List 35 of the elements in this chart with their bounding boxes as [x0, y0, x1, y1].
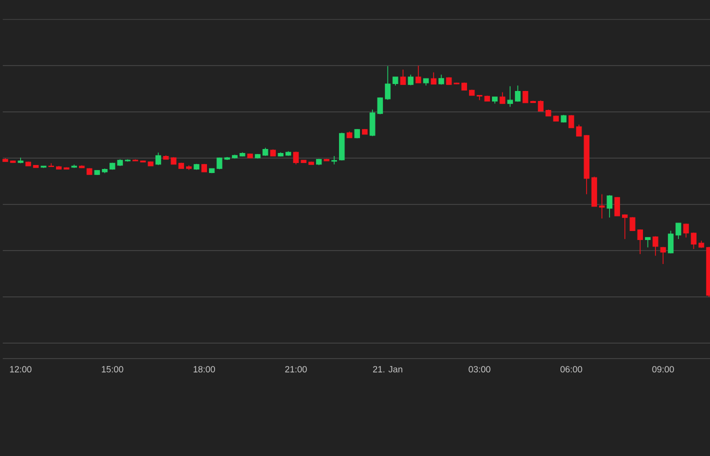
x-tick-label: 21:00: [285, 366, 307, 372]
candlestick: [416, 65, 422, 84]
x-tick-label: 18:00: [194, 366, 215, 372]
x-tick-label: 03:00: [468, 366, 490, 372]
candlestick: [514, 85, 521, 102]
candlestick: [538, 100, 544, 112]
x-tick-label: 21. Jan: [373, 366, 402, 372]
candlestick: [293, 151, 299, 165]
candlestick: [568, 114, 574, 128]
candlestick: [637, 228, 643, 254]
x-tick-label: 09:00: [652, 366, 674, 372]
candlestick: [676, 222, 682, 240]
candlestick: [668, 230, 674, 254]
candlestick: [400, 69, 406, 85]
candlestick: [384, 66, 391, 100]
candlestick: [430, 72, 436, 84]
x-tick-label: 15:00: [102, 366, 124, 372]
candlestick: [652, 236, 658, 256]
candlestick: [614, 196, 620, 216]
candlestick: [683, 223, 689, 238]
candlestick: [606, 194, 612, 218]
candlestick: [690, 232, 697, 250]
candlestick: [576, 124, 582, 136]
x-tick-label: 06:00: [560, 366, 582, 372]
candlestick: [438, 74, 444, 85]
candlestick: [599, 194, 605, 219]
candlestick: [644, 236, 651, 248]
candlestick: [408, 74, 414, 86]
candlestick: [500, 92, 506, 104]
x-tick-label: 12:00: [10, 366, 32, 372]
candlestick: [507, 86, 513, 108]
candlestick: [660, 246, 666, 264]
candlestick: [622, 214, 628, 240]
candlestick: [155, 152, 162, 166]
candlestick: [630, 216, 636, 232]
